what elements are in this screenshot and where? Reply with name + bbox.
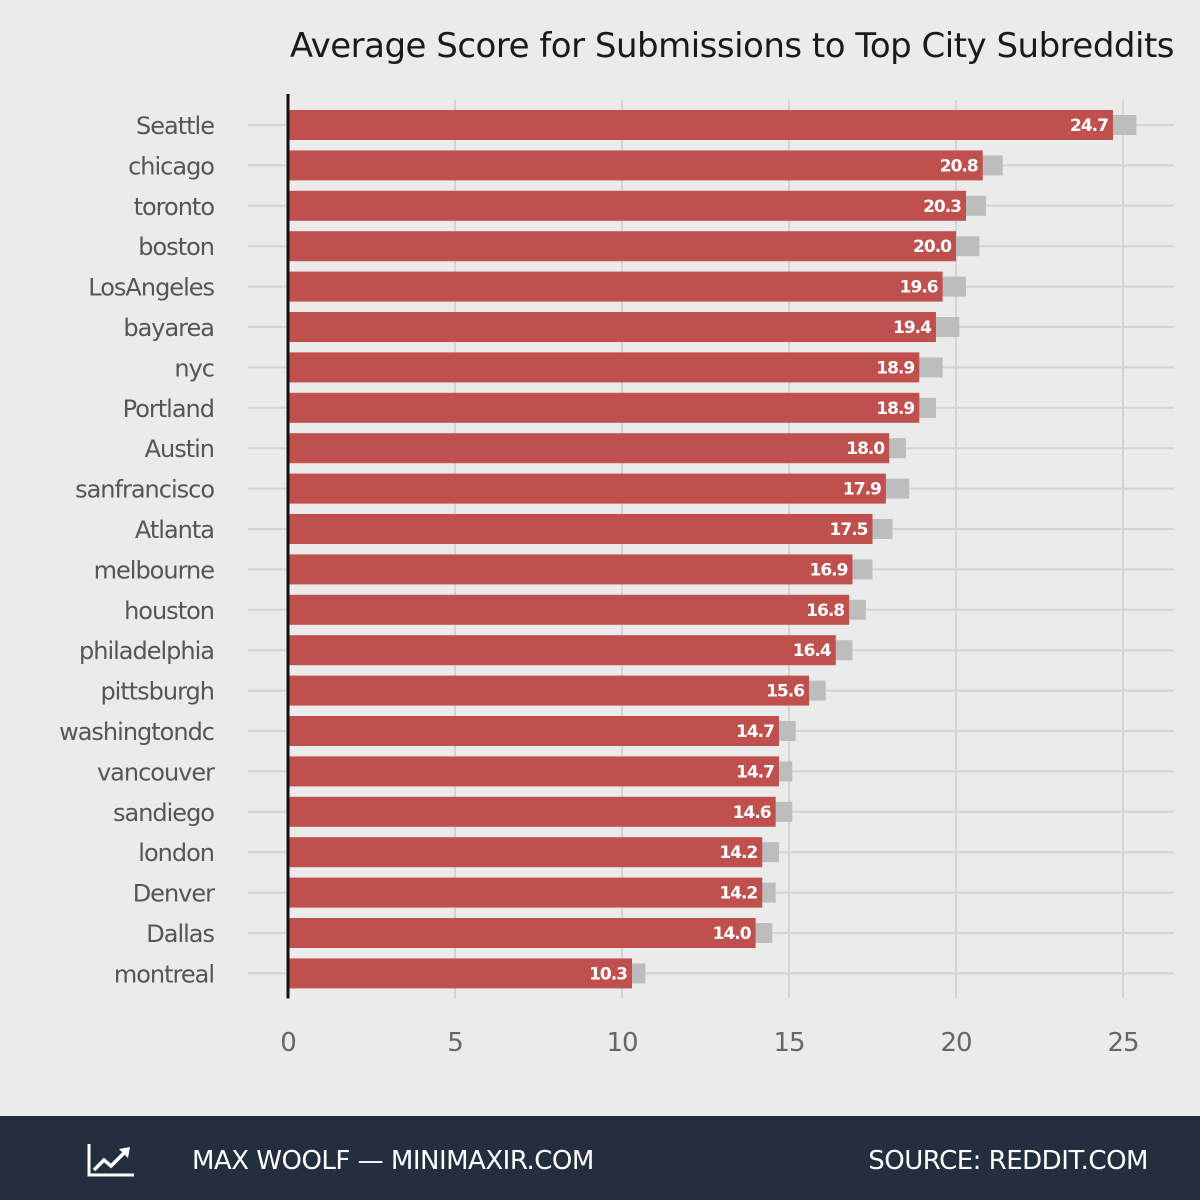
x-tick-label: 20 xyxy=(940,1028,971,1058)
bar-value-label: 20.8 xyxy=(940,156,978,176)
error-bar xyxy=(976,155,1003,176)
category-label: Dallas xyxy=(146,920,214,948)
bar-value-label: 17.5 xyxy=(830,520,868,540)
error-bar xyxy=(936,276,967,297)
bar xyxy=(288,392,920,423)
bar-value-label: 20.0 xyxy=(913,237,952,257)
bar xyxy=(288,716,779,746)
bar xyxy=(288,918,756,948)
category-label: pittsburgh xyxy=(100,678,214,706)
bar-value-label: 15.6 xyxy=(766,682,804,702)
bar xyxy=(288,514,873,544)
chart-title: Average Score for Submissions to Top Cit… xyxy=(289,26,1175,66)
error-bar xyxy=(879,478,910,499)
category-label: sanfrancisco xyxy=(75,476,214,504)
category-labels: Seattle chicago toronto boston LosAngeles bay… xyxy=(59,112,216,988)
bar xyxy=(288,312,936,342)
category-label: melbourne xyxy=(94,556,215,584)
x-tick-label: 25 xyxy=(1107,1028,1138,1058)
bar xyxy=(288,594,850,625)
bar xyxy=(288,352,920,383)
category-label: philadelphia xyxy=(79,637,214,665)
bar-chart: 24.7 20.8 20.3 20.0 19.6 19.4 18.9 18.9 18.0 17.9… xyxy=(59,94,1174,1058)
bar xyxy=(288,958,633,989)
x-tick-label: 5 xyxy=(447,1028,463,1058)
bar-value-label: 10.3 xyxy=(589,964,627,984)
bar-value-label: 18.0 xyxy=(846,439,885,459)
category-label: washingtondc xyxy=(59,718,214,746)
bar xyxy=(288,675,810,706)
bar-value-label: 14.0 xyxy=(713,924,752,944)
bar-value-label: 18.9 xyxy=(876,358,914,378)
bar-value-label: 24.7 xyxy=(1070,116,1108,136)
error-bar xyxy=(913,357,943,378)
error-bar xyxy=(1106,115,1137,135)
bar xyxy=(288,837,763,868)
category-label: boston xyxy=(138,233,214,261)
bar xyxy=(288,554,853,585)
bar xyxy=(288,231,956,262)
bar-value-label: 14.2 xyxy=(719,843,757,863)
bar xyxy=(288,635,836,666)
category-label: bayarea xyxy=(123,314,214,342)
category-label: Seattle xyxy=(136,112,214,140)
category-label: Denver xyxy=(133,880,215,908)
error-bar xyxy=(866,519,893,539)
category-label: toronto xyxy=(134,193,215,221)
bar-value-label: 18.9 xyxy=(876,399,914,419)
bar-value-label: 14.7 xyxy=(736,762,774,782)
error-bar xyxy=(846,559,873,580)
bar xyxy=(288,271,943,302)
x-tick-label: 10 xyxy=(606,1028,637,1058)
bar-value-label: 16.8 xyxy=(806,601,844,621)
bar-value-label: 14.7 xyxy=(736,722,774,742)
bar xyxy=(288,796,776,827)
category-label: Portland xyxy=(123,395,214,423)
category-label: LosAngeles xyxy=(88,274,214,302)
footer-author-credit: MAX WOOLF — MINIMAXIR.COM xyxy=(192,1146,594,1176)
category-label: sandiego xyxy=(113,799,214,827)
bars: 24.7 20.8 20.3 20.0 19.6 19.4 18.9 18.9 18.0 17.9… xyxy=(288,110,1137,989)
category-label: Atlanta xyxy=(135,516,214,544)
error-bar xyxy=(960,195,987,216)
bar-value-label: 20.3 xyxy=(923,197,961,217)
error-bar xyxy=(929,317,960,337)
bar xyxy=(288,877,763,908)
category-label: nyc xyxy=(174,354,214,382)
bar xyxy=(288,110,1113,140)
bar-value-label: 14.2 xyxy=(719,884,757,904)
bar-value-label: 14.6 xyxy=(733,803,771,823)
category-label: montreal xyxy=(114,960,214,988)
footer-bar: MAX WOOLF — MINIMAXIR.COM SOURCE: REDDIT… xyxy=(0,1116,1200,1200)
error-bar xyxy=(950,236,980,257)
bar-value-label: 17.9 xyxy=(843,480,881,500)
trend-chart-icon xyxy=(86,1142,136,1182)
bar xyxy=(288,433,890,464)
category-label: Austin xyxy=(145,435,214,463)
category-label: houston xyxy=(124,597,214,625)
footer-source: SOURCE: REDDIT.COM xyxy=(868,1146,1148,1176)
bar-value-label: 16.4 xyxy=(793,641,832,661)
x-tick-label: 0 xyxy=(280,1028,296,1058)
bar xyxy=(288,756,779,787)
bar-value-label: 16.9 xyxy=(810,560,848,580)
x-tick-label: 15 xyxy=(773,1028,804,1058)
x-axis-tick-labels: 0 5 10 15 20 25 xyxy=(280,1028,1139,1058)
category-label: vancouver xyxy=(97,758,215,786)
bar xyxy=(288,473,886,504)
bar-value-label: 19.6 xyxy=(900,278,938,298)
bar xyxy=(288,150,983,181)
bar-value-label: 19.4 xyxy=(893,318,932,338)
category-label: chicago xyxy=(128,152,214,180)
bar xyxy=(288,190,967,221)
category-label: london xyxy=(138,839,214,867)
